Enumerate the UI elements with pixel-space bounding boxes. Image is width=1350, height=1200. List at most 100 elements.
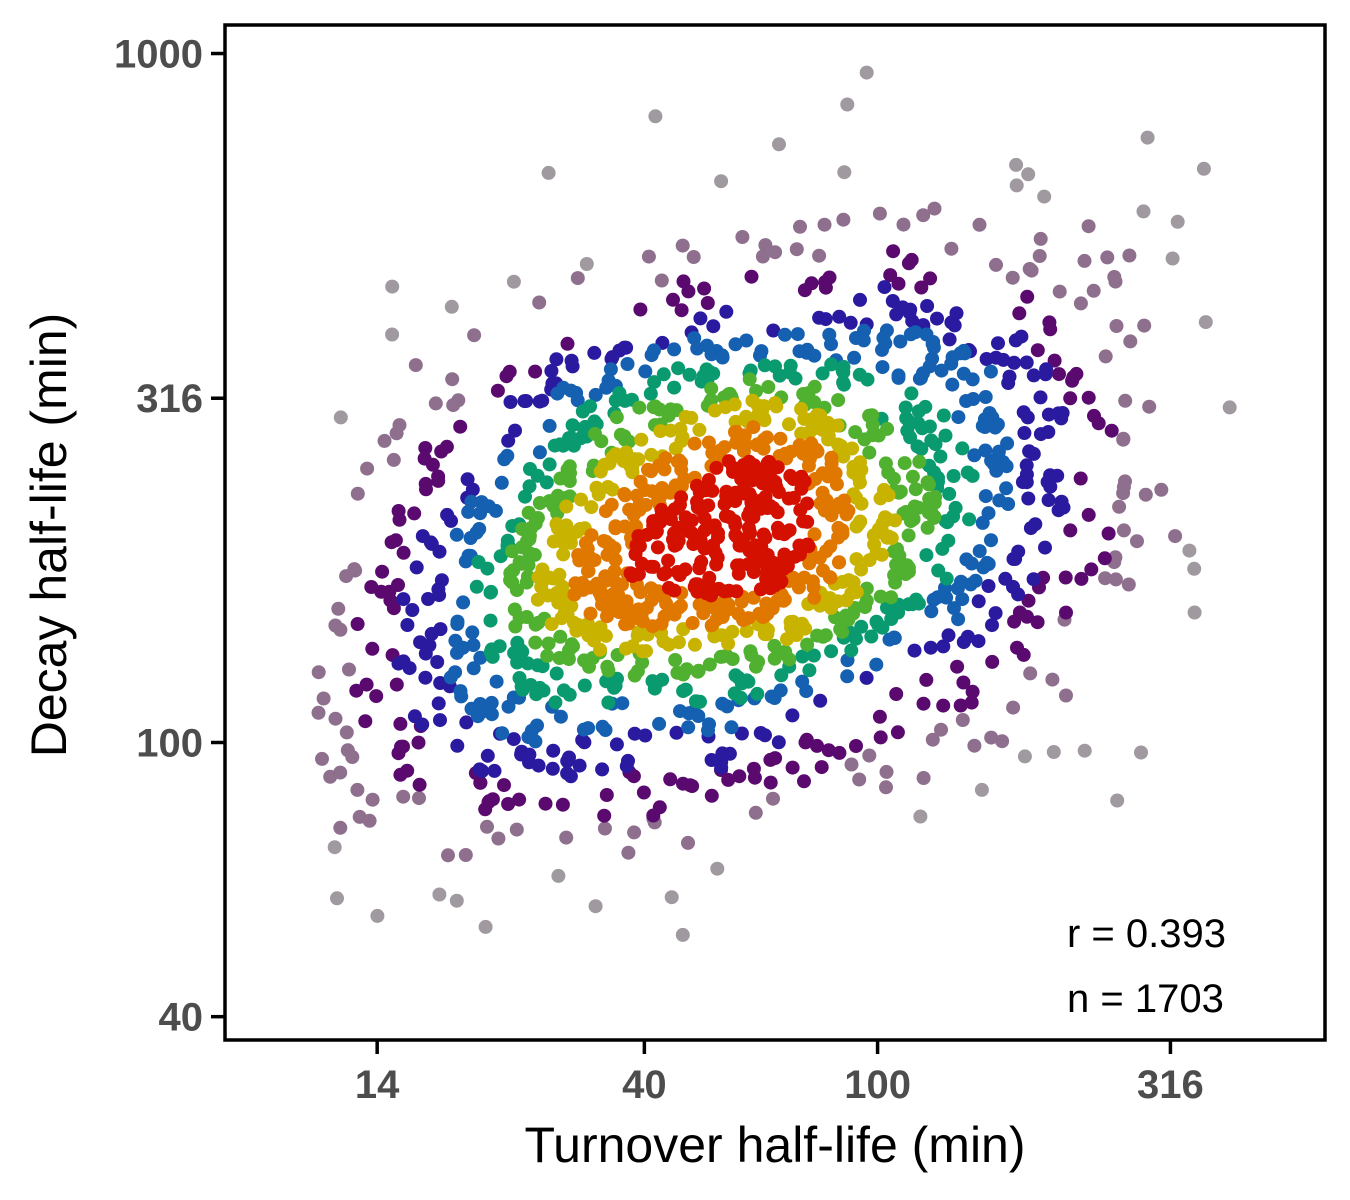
- data-point: [1058, 570, 1073, 585]
- data-point: [551, 868, 566, 883]
- data-point: [701, 498, 716, 513]
- data-point: [609, 410, 624, 425]
- data-point: [631, 567, 646, 582]
- data-point: [818, 280, 833, 295]
- data-point: [856, 333, 871, 348]
- data-point: [824, 337, 838, 352]
- data-point: [327, 840, 342, 855]
- data-point: [1033, 231, 1048, 246]
- y-axis: 40 100 316 1000: [114, 33, 225, 1040]
- data-point: [1138, 487, 1153, 502]
- data-point: [1112, 499, 1127, 514]
- data-point: [492, 639, 507, 654]
- data-point: [859, 65, 874, 80]
- data-point: [916, 208, 931, 223]
- data-point: [1065, 373, 1080, 388]
- data-point: [840, 97, 855, 112]
- data-point: [509, 583, 524, 598]
- data-point: [385, 279, 400, 294]
- data-point: [610, 671, 624, 686]
- data-point: [1006, 700, 1021, 715]
- data-point: [711, 526, 725, 541]
- data-point: [964, 695, 979, 710]
- x-tick-label: 316: [1137, 1063, 1204, 1107]
- data-point: [461, 504, 476, 519]
- data-point: [369, 689, 384, 704]
- data-point: [924, 604, 939, 619]
- data-point: [797, 283, 812, 298]
- data-point: [565, 418, 580, 433]
- data-point: [686, 250, 701, 264]
- data-point: [588, 899, 603, 914]
- data-point: [715, 746, 730, 761]
- data-point: [913, 809, 928, 824]
- data-point: [632, 400, 647, 415]
- data-point: [886, 244, 901, 259]
- data-point: [559, 499, 574, 514]
- data-point: [667, 342, 682, 357]
- data-point: [633, 302, 648, 317]
- data-point: [915, 421, 930, 436]
- data-point: [432, 887, 447, 902]
- data-point: [972, 544, 987, 559]
- data-point: [905, 469, 920, 484]
- data-point: [1165, 251, 1180, 266]
- data-point: [873, 589, 888, 604]
- data-point: [1030, 343, 1045, 358]
- data-point: [460, 472, 475, 487]
- data-point: [999, 481, 1014, 496]
- data-point: [728, 337, 743, 352]
- data-point: [1043, 322, 1058, 337]
- data-point: [556, 683, 571, 698]
- data-point: [849, 519, 864, 534]
- x-axis-title: Turnover half-life (min): [524, 1117, 1025, 1173]
- data-point: [1077, 743, 1092, 758]
- data-point: [349, 683, 364, 698]
- data-point: [761, 380, 776, 394]
- data-point: [528, 516, 543, 531]
- data-point: [541, 165, 556, 180]
- data-point: [831, 520, 846, 535]
- data-point: [575, 733, 590, 748]
- data-point: [960, 465, 975, 480]
- data-point: [1059, 688, 1073, 703]
- data-point: [501, 433, 516, 448]
- data-point: [758, 238, 773, 253]
- data-point: [1051, 503, 1066, 518]
- data-point: [1008, 333, 1023, 348]
- data-point: [509, 822, 524, 837]
- data-point: [886, 544, 901, 559]
- data-point: [1108, 572, 1123, 587]
- data-point: [923, 640, 938, 655]
- data-point: [872, 206, 887, 221]
- data-point: [671, 635, 686, 650]
- data-point: [875, 360, 890, 375]
- data-point: [643, 386, 658, 401]
- data-point: [671, 533, 686, 548]
- data-point: [439, 439, 454, 454]
- data-point: [407, 506, 422, 521]
- data-point: [656, 367, 671, 382]
- data-point: [522, 532, 537, 547]
- data-point: [978, 390, 993, 404]
- data-point: [359, 677, 374, 692]
- data-point: [386, 452, 401, 467]
- data-point: [402, 661, 417, 676]
- data-point: [807, 348, 822, 363]
- data-point: [938, 514, 953, 529]
- data-point: [599, 788, 614, 802]
- data-point: [433, 622, 448, 637]
- data-point: [595, 762, 610, 777]
- data-point: [422, 638, 437, 653]
- data-point: [625, 639, 640, 654]
- data-point: [607, 564, 622, 579]
- data-point: [1021, 167, 1036, 182]
- data-point: [333, 622, 348, 637]
- data-point: [935, 541, 950, 556]
- data-point: [789, 242, 804, 257]
- data-point: [981, 579, 996, 593]
- data-point: [593, 620, 608, 635]
- data-point: [706, 319, 721, 334]
- data-point: [753, 582, 768, 597]
- data-point: [755, 476, 770, 491]
